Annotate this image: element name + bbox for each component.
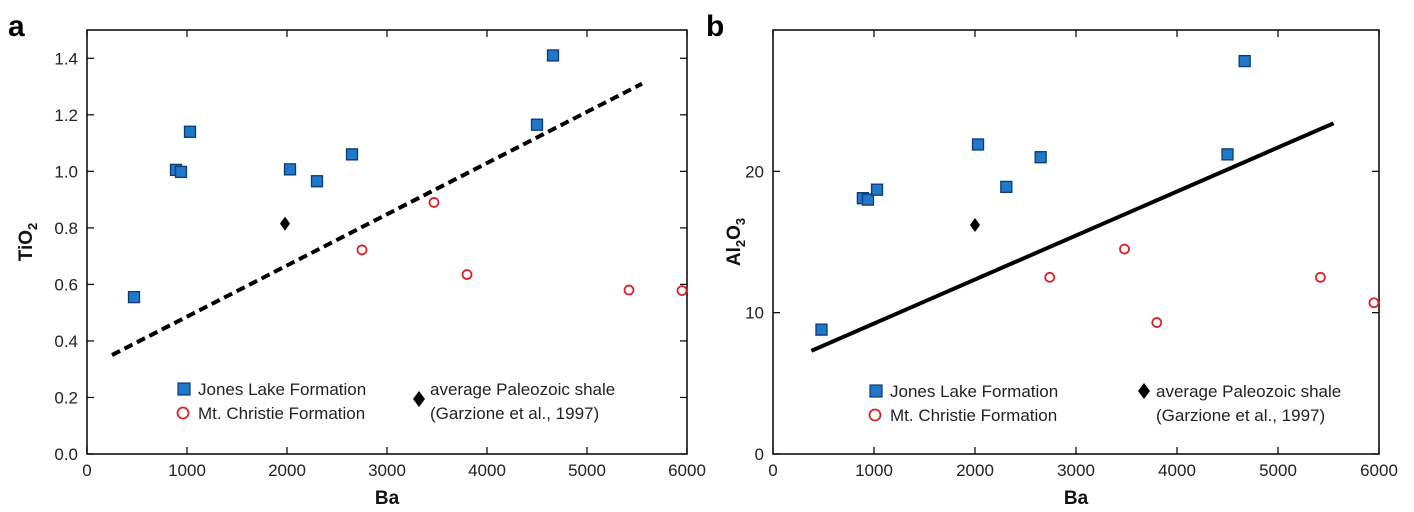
mt-christie-point bbox=[1151, 317, 1163, 328]
legend-b-circle-marker bbox=[868, 408, 882, 422]
mt-christie-point bbox=[428, 197, 440, 208]
panel-b-legend: Jones Lake Formation Mt. Christie Format… bbox=[868, 382, 1341, 425]
y-tick-label: 1.4 bbox=[54, 49, 78, 68]
y-tick-label: 0 bbox=[755, 445, 764, 464]
legend-b-diamond-marker bbox=[1138, 383, 1150, 399]
jones-lake-point bbox=[1034, 151, 1047, 164]
y-tick-label: 20 bbox=[745, 162, 764, 181]
paleozoic-shale-point bbox=[970, 218, 980, 233]
legend-b-label-shale: average Paleozoic shale bbox=[1156, 382, 1341, 401]
x-tick-label: 3000 bbox=[1057, 461, 1095, 480]
legend-b-square-marker bbox=[869, 384, 883, 398]
jones-lake-point bbox=[1000, 180, 1013, 194]
mt-christie-point bbox=[356, 244, 368, 256]
panel-a-x-axis-label: Ba bbox=[375, 488, 400, 509]
mt-christie-point bbox=[1119, 243, 1130, 255]
x-tick-label: 6000 bbox=[1360, 461, 1398, 480]
x-tick-label: 4000 bbox=[468, 461, 506, 480]
y-tick-label: 10 bbox=[745, 304, 764, 323]
mt-christie-point bbox=[623, 284, 635, 296]
legend-a-label-jones: Jones Lake Formation bbox=[198, 380, 366, 399]
legend-a-label-christie: Mt. Christie Formation bbox=[198, 404, 365, 423]
regression-line bbox=[810, 121, 1335, 353]
legend-a-circle-marker bbox=[176, 406, 190, 420]
panel-a-ticks: 0 1000 2000 3000 4000 5000 6000 0.0 0.2 0.4 0.6 0.8… bbox=[54, 30, 706, 480]
mt-christie-point bbox=[676, 285, 688, 297]
panel-a-points bbox=[127, 49, 688, 304]
jones-lake-point bbox=[345, 148, 359, 161]
x-tick-label: 1000 bbox=[855, 461, 893, 480]
mt-christie-point bbox=[1368, 297, 1380, 309]
panel-a-fit-line bbox=[111, 81, 643, 357]
regression-line bbox=[111, 81, 643, 357]
x-tick-label: 0 bbox=[82, 461, 91, 480]
panel-b-points bbox=[815, 54, 1380, 336]
panel-a-y-axis-label: TiO2 bbox=[16, 223, 40, 262]
jones-lake-point bbox=[1238, 54, 1251, 68]
panel-a-legend: Jones Lake Formation Mt. Christie Format… bbox=[176, 380, 615, 423]
panel-b-y-axis-label: Al2O3 bbox=[724, 218, 748, 266]
panel-a: a 0 1000 2000 3000 4000 5000 60000.00.20.40.60… bbox=[8, 10, 706, 509]
paleozoic-shale-point bbox=[280, 216, 290, 231]
y-tick-label: 0.6 bbox=[54, 275, 78, 294]
jones-lake-point bbox=[174, 165, 188, 179]
panel-b-label: b bbox=[706, 10, 724, 43]
legend-a-diamond-marker bbox=[413, 391, 425, 407]
x-tick-label: 2000 bbox=[956, 461, 994, 480]
y-tick-label: 0.4 bbox=[54, 332, 78, 351]
x-tick-label: 4000 bbox=[1158, 461, 1196, 480]
panel-b: b 0 1000 2000 3000 4000 5000 6000 0 10 20 Ba Al2O… bbox=[706, 10, 1398, 509]
panel-b-x-axis-label: Ba bbox=[1064, 488, 1089, 509]
y-tick-label: 0.2 bbox=[54, 388, 78, 407]
legend-b-label-christie: Mt. Christie Formation bbox=[890, 406, 1057, 425]
y-tick-label: 1.2 bbox=[54, 106, 78, 125]
y-tick-label: 0.0 bbox=[54, 445, 78, 464]
x-tick-label: 5000 bbox=[1259, 461, 1297, 480]
jones-lake-point bbox=[183, 125, 197, 138]
jones-lake-point bbox=[530, 118, 544, 131]
x-tick-label: 6000 bbox=[668, 461, 706, 480]
jones-lake-point bbox=[870, 183, 884, 196]
y-tick-label: 0.8 bbox=[54, 219, 78, 238]
mt-christie-point bbox=[1315, 271, 1326, 283]
legend-a-square-marker bbox=[177, 382, 191, 396]
legend-a-label-source: (Garzione et al., 1997) bbox=[430, 404, 599, 423]
legend-b-label-source: (Garzione et al., 1997) bbox=[1156, 406, 1325, 425]
jones-lake-point bbox=[310, 175, 324, 188]
jones-lake-point bbox=[283, 163, 297, 176]
x-tick-label: 3000 bbox=[368, 461, 406, 480]
jones-lake-point bbox=[1221, 148, 1234, 161]
legend-a-label-shale: average Paleozoic shale bbox=[430, 380, 615, 399]
x-tick-label: 2000 bbox=[268, 461, 306, 480]
jones-lake-point bbox=[546, 49, 560, 62]
mt-christie-point bbox=[461, 269, 473, 280]
panel-a-label: a bbox=[8, 10, 25, 43]
jones-lake-point bbox=[815, 323, 828, 336]
mt-christie-point bbox=[1044, 271, 1056, 283]
x-tick-label: 5000 bbox=[568, 461, 606, 480]
jones-lake-point bbox=[127, 290, 141, 304]
panel-b-fit-line bbox=[810, 121, 1335, 353]
x-tick-label: 0 bbox=[768, 461, 777, 480]
jones-lake-point bbox=[861, 193, 875, 206]
jones-lake-point bbox=[971, 138, 985, 151]
legend-b-label-jones: Jones Lake Formation bbox=[890, 382, 1058, 401]
y-tick-label: 1.0 bbox=[54, 162, 78, 181]
panel-b-ticks: 0 1000 2000 3000 4000 5000 6000 0 10 20 bbox=[745, 30, 1398, 480]
x-tick-label: 1000 bbox=[168, 461, 206, 480]
